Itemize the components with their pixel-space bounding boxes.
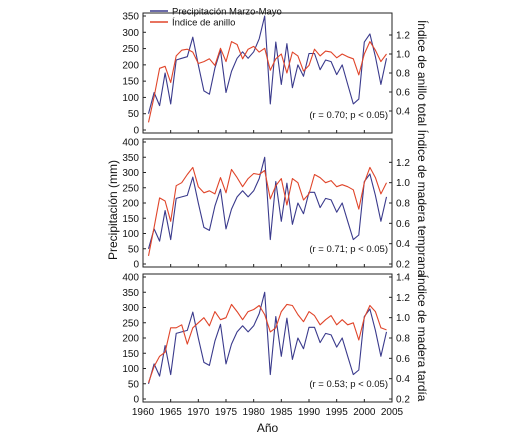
- x-tick-label: 2000: [353, 407, 376, 418]
- correlation-annotation: (r = 0.53; p < 0.05): [309, 379, 388, 390]
- right-y-tick-label: 0.6: [396, 219, 410, 230]
- left-y-tick-label: 300: [122, 168, 139, 179]
- x-tick-label: 2005: [381, 407, 404, 418]
- x-axis-tick-labels: 1960 1965 1970 1975 1980 1985 1990 1995 2000 2005: [132, 407, 404, 418]
- left-y-tick-label: 200: [122, 334, 139, 345]
- x-tick-label: 1965: [160, 407, 183, 418]
- legend-label-ring-index: Índice de anillo: [172, 18, 235, 29]
- right-axis-title: Índice de madera temprana: [415, 130, 430, 277]
- left-y-tick-label: 50: [128, 109, 140, 120]
- right-y-tick-label: 0.8: [396, 334, 410, 345]
- right-axis-title: Índice de madera tardía: [415, 275, 430, 402]
- left-y-tick-label: 200: [122, 199, 139, 210]
- left-y-tick-label: 250: [122, 44, 139, 55]
- right-y-tick-label: 1.4: [396, 273, 410, 284]
- left-y-tick-label: 350: [122, 153, 139, 164]
- panels: 0 50 100 150 200 250 300 350 0.4 0.6 0.8 1.0 1.2 Índi…: [122, 12, 430, 406]
- ring-index-line: [147, 41, 387, 123]
- right-y-tick-label: 0.6: [396, 354, 410, 365]
- left-y-tick-label: 300: [122, 303, 139, 314]
- left-y-tick-label: 0: [133, 260, 139, 271]
- x-tick-label: 1975: [215, 407, 238, 418]
- left-y-tick-label: 300: [122, 28, 139, 39]
- x-axis-title: Año: [257, 421, 279, 435]
- panel-1: 0 50 100 150 200 250 300 350 0.4 0.6 0.8 1.0 1.2 Índi…: [122, 12, 430, 137]
- left-y-tick-label: 0: [133, 395, 139, 406]
- left-y-tick-label: 250: [122, 318, 139, 329]
- left-y-tick-label: 100: [122, 229, 139, 240]
- correlation-annotation: (r = 0.71; p < 0.05): [309, 244, 388, 255]
- legend-label-precipitation: Precipitación Marzo-Mayo: [172, 7, 282, 18]
- right-y-tick-label: 1.2: [396, 158, 410, 169]
- left-y-tick-label: 400: [122, 138, 139, 149]
- left-y-tick-label: 0: [133, 126, 139, 137]
- right-y-tick-label: 0.2: [396, 260, 410, 271]
- right-y-tick-label: 1.2: [396, 293, 410, 304]
- x-tick-label: 1995: [326, 407, 349, 418]
- left-y-tick-label: 200: [122, 60, 139, 71]
- right-y-tick-label: 0.4: [396, 374, 410, 385]
- panel-2: 0 50 100 150 200 250 300 350 400 0.2 0.4 0.6 0.8 1.0 1…: [122, 130, 430, 277]
- left-y-tick-label: 350: [122, 288, 139, 299]
- right-y-tick-label: 0.6: [396, 88, 410, 99]
- y-axis-title: Precipitación (mm): [106, 160, 120, 260]
- right-y-tick-label: 0.8: [396, 69, 410, 80]
- right-y-tick-label: 0.4: [396, 239, 410, 250]
- precipitation-line: [147, 156, 388, 249]
- correlation-annotation: (r = 0.70; p < 0.05): [309, 110, 388, 121]
- right-y-tick-label: 1.0: [396, 178, 410, 189]
- ring-index-line: [147, 166, 387, 257]
- left-y-tick-label: 250: [122, 183, 139, 194]
- left-y-tick-label: 50: [128, 244, 140, 255]
- left-y-tick-label: 350: [122, 12, 139, 23]
- right-y-tick-label: 0.8: [396, 199, 410, 210]
- left-y-tick-label: 100: [122, 93, 139, 104]
- left-y-tick-label: 150: [122, 77, 139, 88]
- left-y-tick-label: 100: [122, 364, 139, 375]
- panel-3: 0 50 100 150 200 250 300 350 400 0.2 0.4 0.6 0.8 1.0 1…: [122, 273, 430, 406]
- ring-index-line: [147, 303, 387, 383]
- x-tick-label: 1980: [243, 407, 266, 418]
- right-y-tick-label: 1.0: [396, 50, 410, 61]
- x-tick-label: 1985: [270, 407, 293, 418]
- right-y-tick-label: 0.2: [396, 395, 410, 406]
- right-axis-title: Índice de anillo total: [415, 20, 430, 126]
- x-tick-label: 1970: [187, 407, 210, 418]
- x-tick-label: 1960: [132, 407, 155, 418]
- right-y-tick-label: 1.2: [396, 31, 410, 42]
- right-y-tick-label: 0.4: [396, 107, 410, 118]
- left-y-tick-label: 150: [122, 214, 139, 225]
- x-tick-label: 1990: [298, 407, 321, 418]
- left-y-tick-label: 50: [128, 379, 140, 390]
- right-y-tick-label: 1.0: [396, 313, 410, 324]
- left-y-tick-label: 400: [122, 273, 139, 284]
- legend: Precipitación Marzo-Mayo Índice de anill…: [150, 7, 282, 29]
- precipitation-line: [147, 291, 388, 384]
- left-y-tick-label: 150: [122, 349, 139, 360]
- precipitation-line: [147, 15, 388, 114]
